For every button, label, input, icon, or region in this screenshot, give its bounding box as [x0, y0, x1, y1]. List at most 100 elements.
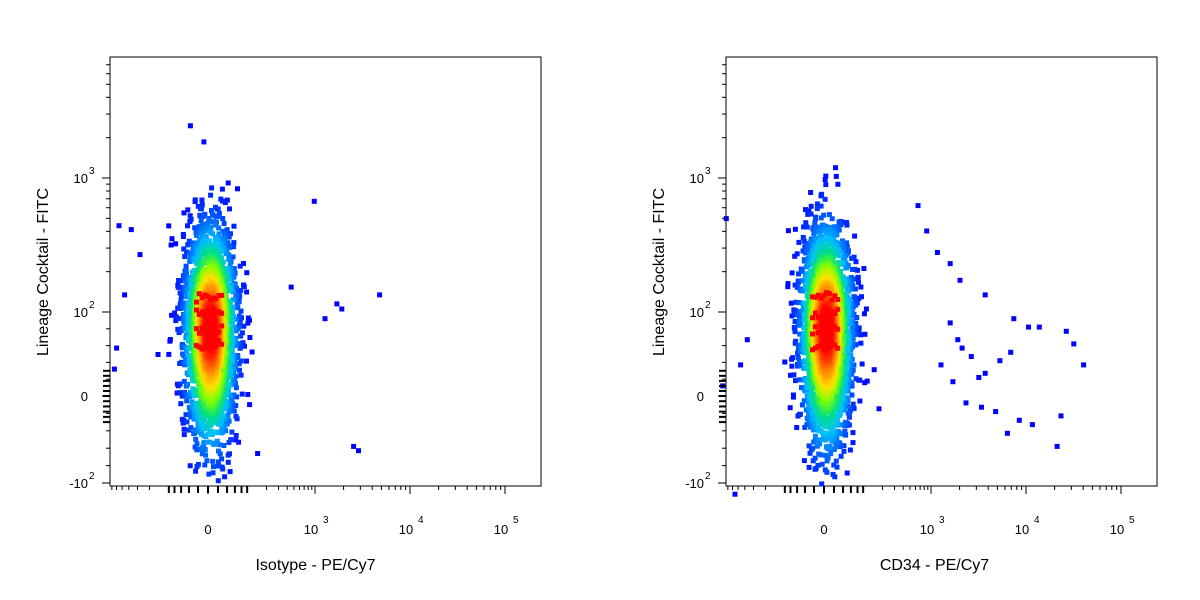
event-point: [229, 429, 235, 435]
event-point: [180, 234, 186, 239]
plot-frame: [109, 56, 542, 487]
event-point: [237, 345, 243, 351]
event-point: [228, 371, 234, 377]
event-point: [237, 316, 243, 322]
event-point: [185, 285, 191, 291]
event-point: [841, 448, 847, 454]
event-point: [221, 443, 227, 448]
event-point: [840, 431, 846, 437]
event-point: [235, 353, 241, 358]
event-point: [805, 263, 811, 268]
event-point: [188, 407, 194, 413]
event-point: [788, 300, 794, 306]
event-point: [213, 237, 218, 243]
event-point: [858, 284, 864, 290]
event-point: [818, 452, 824, 458]
event-point: [840, 352, 846, 358]
event-point: [166, 223, 172, 229]
event-point: [194, 307, 199, 313]
event-point: [185, 207, 191, 213]
event-point: [219, 292, 225, 298]
event-point: [800, 235, 806, 240]
event-point: [798, 318, 804, 324]
event-point: [857, 398, 863, 404]
event-point: [178, 401, 184, 407]
event-point: [818, 237, 824, 243]
event-point: [205, 294, 211, 299]
event-point: [249, 349, 255, 355]
event-point: [201, 213, 206, 219]
event-point: [792, 319, 798, 324]
event-point: [862, 380, 868, 386]
event-point: [797, 377, 803, 383]
event-point: [824, 444, 830, 450]
event-point: [785, 228, 791, 234]
event-point: [169, 236, 175, 242]
event-point: [804, 247, 810, 253]
event-point: [230, 378, 236, 384]
event-point: [184, 294, 190, 300]
event-point: [837, 440, 843, 446]
event-point: [802, 258, 807, 264]
event-point: [848, 347, 854, 352]
event-point: [177, 390, 183, 396]
event-point: [209, 208, 214, 213]
event-point: [235, 186, 240, 192]
event-point: [185, 318, 191, 324]
event-point: [792, 312, 797, 318]
y-tick-label: 0: [81, 389, 88, 404]
density-core: [194, 291, 225, 352]
event-point: [167, 337, 173, 342]
event-point: [807, 259, 813, 265]
outlier-point: [377, 292, 383, 298]
event-point: [228, 437, 234, 443]
event-point: [196, 330, 202, 336]
event-point: [234, 301, 240, 306]
event-point: [214, 438, 220, 444]
event-point: [239, 330, 245, 336]
event-point: [184, 348, 190, 354]
event-point: [822, 237, 828, 243]
event-point: [230, 289, 236, 295]
event-point: [810, 238, 816, 244]
event-point: [822, 249, 828, 255]
event-point: [227, 392, 233, 398]
event-point: [213, 309, 219, 315]
event-point: [230, 304, 236, 310]
event-point: [844, 244, 850, 250]
event-point: [844, 470, 850, 476]
event-point: [834, 436, 840, 442]
event-point: [184, 419, 190, 425]
event-point: [204, 258, 210, 264]
event-point: [849, 266, 855, 272]
event-point: [850, 401, 856, 407]
event-point: [843, 219, 849, 225]
outlier-point: [311, 198, 317, 204]
event-point: [181, 246, 187, 252]
event-point: [849, 392, 855, 398]
event-point: [812, 433, 818, 439]
event-point: [807, 406, 813, 412]
event-point: [818, 249, 824, 255]
x-tick-exponent: 4: [418, 515, 424, 526]
event-point: [241, 282, 246, 288]
event-point: [199, 325, 205, 331]
event-point: [851, 405, 857, 411]
event-point: [833, 458, 839, 464]
event-point: [845, 285, 850, 291]
event-point: [208, 296, 213, 302]
event-point: [238, 308, 244, 314]
event-point: [210, 306, 216, 312]
event-point: [812, 420, 818, 426]
event-point: [204, 228, 210, 234]
event-point: [239, 391, 245, 397]
event-point: [183, 263, 189, 269]
event-point: [190, 402, 196, 408]
event-point: [182, 284, 188, 290]
event-point: [795, 279, 801, 285]
event-point: [193, 230, 199, 236]
event-point: [811, 381, 817, 387]
event-point: [185, 242, 191, 247]
event-point: [198, 355, 204, 361]
event-point: [813, 228, 819, 234]
